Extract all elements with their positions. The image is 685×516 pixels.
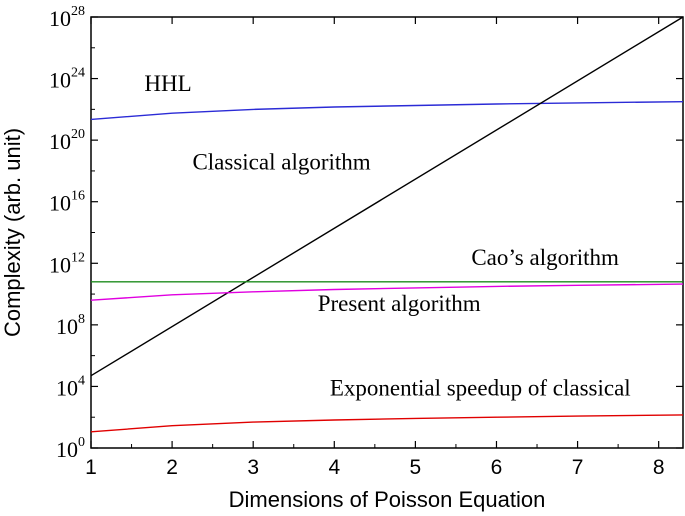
series-line-exponential-speedup-of-classical	[90, 414, 684, 433]
annotation-classical-algorithm: Classical algorithm	[192, 149, 370, 174]
plot-area: 1 2 3 4 5 6 7 8 100 104 108 1012 1016 1020 1024 1028 H…	[49, 4, 684, 479]
y-tick-label: 1024	[49, 66, 85, 93]
series-line-classical-algorithm	[90, 16, 684, 377]
y-tick-label: 1016	[49, 189, 85, 216]
y-tick-label: 100	[56, 435, 85, 462]
series-line-present-algorithm	[90, 283, 684, 301]
y-tick-label: 104	[56, 373, 85, 400]
series-layer	[90, 16, 684, 433]
y-tick-label: 1020	[49, 127, 85, 154]
x-tick-label: 3	[247, 456, 259, 479]
x-ticks: 1 2 3 4 5 6 7 8	[85, 17, 665, 479]
y-ticks: 100 104 108 1012 1016 1020 1024 1028	[49, 4, 683, 462]
y-axis-label: Complexity (arb. unit)	[0, 128, 25, 337]
series-line-hhl	[90, 101, 684, 121]
annotation-hhl: HHL	[144, 71, 191, 96]
x-axis-label: Dimensions of Poisson Equation	[229, 487, 546, 512]
annotation-exponential-speedup-of-classical: Exponential speedup of classical	[330, 376, 631, 401]
x-tick-label: 8	[653, 456, 665, 479]
x-tick-label: 7	[572, 456, 584, 479]
x-tick-label: 5	[410, 456, 422, 479]
y-tick-label: 108	[56, 312, 85, 339]
y-tick-label: 1028	[49, 4, 85, 31]
annotation-cao-s-algorithm: Cao’s algorithm	[471, 245, 619, 270]
annotation-present-algorithm: Present algorithm	[318, 291, 481, 316]
x-tick-label: 4	[328, 456, 340, 479]
x-tick-label: 2	[166, 456, 178, 479]
x-tick-label: 6	[491, 456, 503, 479]
x-tick-label: 1	[85, 456, 97, 479]
annotations: HHL Classical algorithm Cao’s algorithm Pre…	[144, 71, 630, 401]
y-tick-label: 1012	[49, 250, 85, 277]
